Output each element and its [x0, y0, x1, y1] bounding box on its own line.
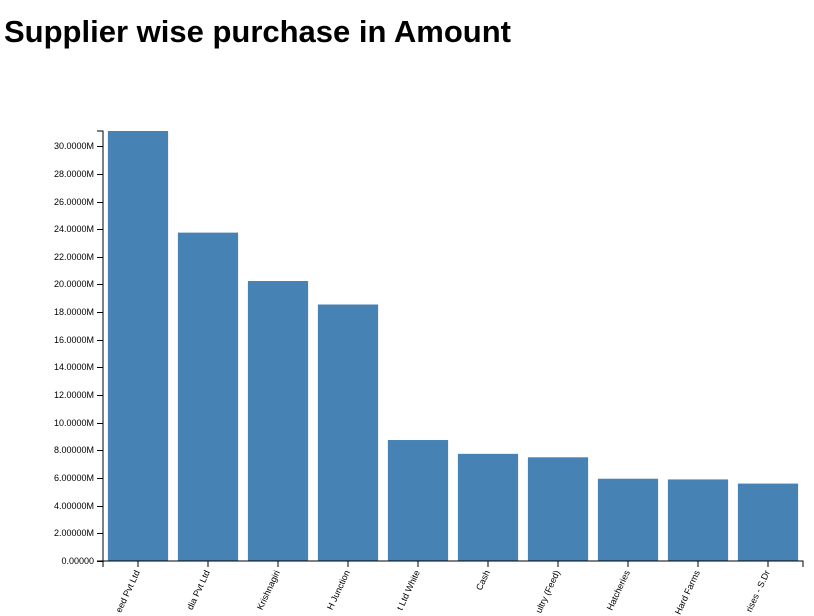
y-tick-label: 24.0000M: [54, 224, 94, 234]
x-tick-label: rises - S.Dr: [744, 569, 772, 614]
x-tick-label: H Junction: [325, 569, 352, 612]
bar-7: [597, 478, 659, 561]
y-tick-label: 6.00000M: [54, 473, 94, 483]
y-tick-label: 12.0000M: [54, 390, 94, 400]
bar-5: [457, 453, 519, 561]
x-axis-line: [102, 560, 804, 567]
x-tick-label: Krishnagiri: [255, 569, 282, 612]
y-tick-label: 30.0000M: [54, 141, 94, 151]
x-tick-label: t Ltd White: [395, 569, 422, 612]
y-axis-line: [97, 130, 104, 562]
x-tick-label: Hatcheries: [605, 568, 632, 612]
bar-2: [247, 281, 309, 561]
x-tick-label: ultry (Feed): [533, 569, 562, 615]
y-tick-label: 18.0000M: [54, 307, 94, 317]
y-tick-label: 10.0000M: [54, 418, 94, 428]
y-tick-label: 28.0000M: [54, 169, 94, 179]
x-tick-label: eed Pvt Ltd: [114, 569, 142, 615]
y-tick-label: 14.0000M: [54, 362, 94, 372]
bar-3: [317, 304, 379, 561]
y-tick-label: 26.0000M: [54, 197, 94, 207]
y-tick-label: 20.0000M: [54, 279, 94, 289]
x-tick-label: Hard Farms: [673, 568, 702, 616]
y-tick-label: 4.00000M: [54, 501, 94, 511]
bar-8: [667, 479, 729, 561]
bar-0: [107, 131, 169, 561]
chart-title: Supplier wise purchase in Amount: [4, 14, 511, 49]
y-tick-label: 16.0000M: [54, 335, 94, 345]
bar-9: [737, 483, 799, 561]
bar-4: [387, 440, 449, 561]
y-tick-label: 2.00000M: [54, 528, 94, 538]
x-tick-label: Cash: [474, 569, 492, 592]
bar-6: [527, 457, 589, 561]
x-tick-label: dia Pvt Ltd: [185, 569, 212, 612]
y-tick-label: 0.00000: [61, 556, 94, 566]
y-tick-label: 8.00000M: [54, 445, 94, 455]
y-tick-label: 22.0000M: [54, 252, 94, 262]
bar-1: [177, 232, 239, 562]
